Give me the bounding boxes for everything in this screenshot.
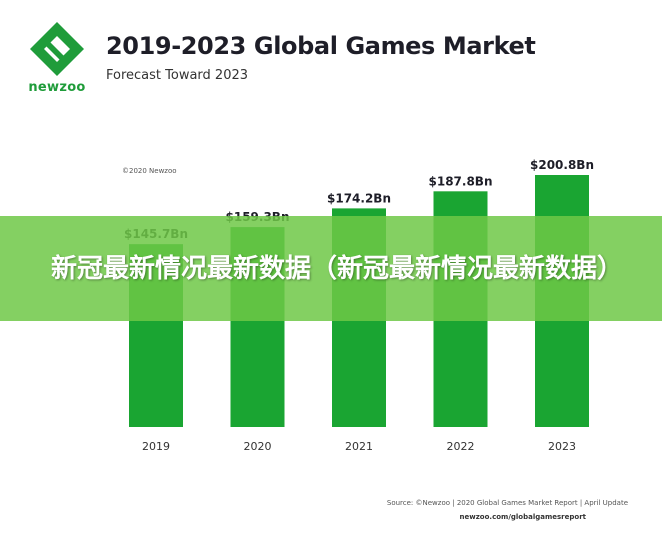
overlay-text: 新冠最新情况最新数据（新冠最新情况最新数据） <box>51 253 624 284</box>
bar-value-label-2021: $174.2Bn <box>327 191 391 205</box>
x-tick-label-2021: 2021 <box>345 440 373 453</box>
logo-text: newzoo <box>28 80 86 95</box>
copyright-note: ©2020 Newzoo <box>122 167 177 175</box>
x-tick-label-2022: 2022 <box>447 440 475 453</box>
bar-value-label-2022: $187.8Bn <box>429 174 493 188</box>
source-note: Source: ©Newzoo | 2020 Global Games Mark… <box>386 499 628 507</box>
overlay-banner: 新冠最新情况最新数据（新冠最新情况最新数据） <box>0 216 662 321</box>
chart-subtitle: Forecast Toward 2023 <box>106 68 249 83</box>
x-tick-label-2020: 2020 <box>244 440 272 453</box>
x-tick-label-2019: 2019 <box>142 440 170 453</box>
bar-value-label-2023: $200.8Bn <box>530 158 594 172</box>
newzoo-logo-icon <box>30 22 84 76</box>
chart-title: 2019-2023 Global Games Market <box>106 32 536 60</box>
source-url: newzoo.com/globalgamesreport <box>459 513 586 521</box>
x-tick-label-2023: 2023 <box>548 440 576 453</box>
newzoo-logo: newzoo <box>22 20 92 100</box>
x-axis-ticks-layer: 2019 2020 2021 2022 2023 <box>142 440 576 453</box>
